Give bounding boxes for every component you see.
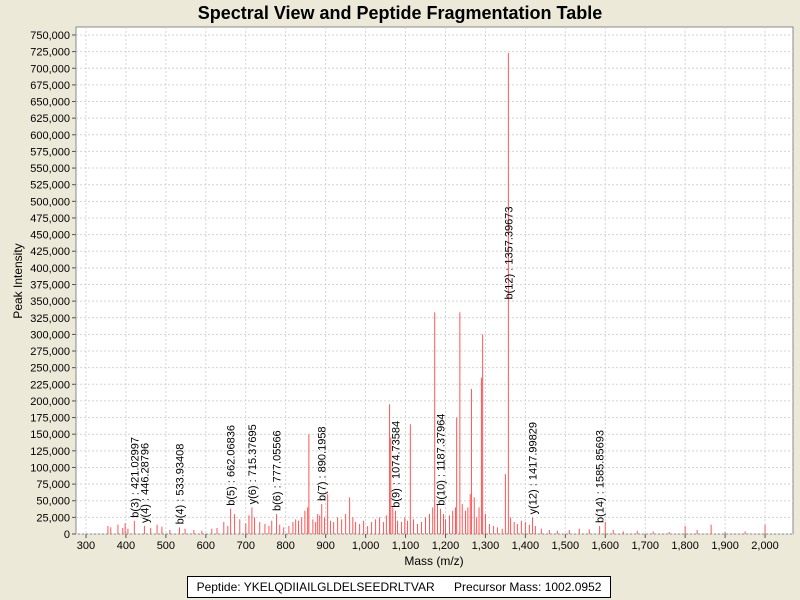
y-tick-label: 400,000	[30, 263, 70, 275]
x-tick-label: 700	[237, 540, 255, 552]
y-tick-label: 700,000	[30, 63, 70, 75]
y-tick-label: 500,000	[30, 196, 70, 208]
fragment-annotation: b(14) : 1585.85693	[595, 430, 607, 523]
fragment-annotation: y(12) : 1417.99829	[528, 422, 540, 514]
fragment-annotation: b(9) : 1074.73584	[390, 421, 402, 508]
peptide-info-box: Peptide: YKELQDIIAILGLDELSEEDRLTVAR Prec…	[187, 576, 611, 598]
y-tick-label: 550,000	[30, 163, 70, 175]
y-tick-label: 300,000	[30, 329, 70, 341]
y-tick-label: 150,000	[30, 429, 70, 441]
x-tick-label: 600	[197, 540, 215, 552]
fragment-annotation: b(12) : 1357.39673	[503, 206, 515, 299]
fragment-annotation: b(7) : 890.1958	[317, 426, 329, 501]
y-tick-label: 375,000	[30, 279, 70, 291]
chart-title: Spectral View and Peptide Fragmentation …	[197, 3, 603, 23]
x-tick-label: 1,800	[671, 540, 699, 552]
fragment-annotation: y(6) : 715.37695	[247, 424, 259, 504]
y-tick-label: 100,000	[30, 462, 70, 474]
y-tick-label: 625,000	[30, 113, 70, 125]
x-tick-label: 1,600	[591, 540, 619, 552]
y-tick-label: 450,000	[30, 230, 70, 242]
y-axis-label: Peak Intensity	[11, 243, 25, 318]
fragment-annotation: y(4) : 446.28796	[139, 443, 151, 523]
y-tick-label: 175,000	[30, 413, 70, 425]
x-tick-label: 1,400	[512, 540, 540, 552]
y-tick-label: 675,000	[30, 80, 70, 92]
y-tick-label: 650,000	[30, 97, 70, 109]
x-tick-label: 1,000	[352, 540, 380, 552]
fragment-annotation: b(10) : 1187.37964	[435, 414, 447, 506]
y-tick-label: 600,000	[30, 130, 70, 142]
x-tick-label: 1,900	[711, 540, 739, 552]
y-tick-label: 250,000	[30, 363, 70, 375]
y-tick-label: 25,000	[36, 512, 70, 524]
y-tick-label: 525,000	[30, 180, 70, 192]
x-tick-label: 300	[77, 540, 95, 552]
x-tick-label: 1,700	[631, 540, 659, 552]
y-tick-label: 325,000	[30, 313, 70, 325]
y-tick-label: 475,000	[30, 213, 70, 225]
y-tick-label: 575,000	[30, 146, 70, 158]
y-tick-label: 75,000	[36, 479, 70, 491]
y-tick-label: 0	[64, 529, 70, 541]
fragment-annotation: b(6) : 777.05566	[272, 430, 284, 511]
x-tick-label: 2,000	[751, 540, 779, 552]
y-tick-label: 125,000	[30, 446, 70, 458]
x-tick-label: 1,300	[472, 540, 500, 552]
grid-layer	[76, 27, 793, 535]
y-tick-label: 275,000	[30, 346, 70, 358]
x-tick-label: 900	[316, 540, 334, 552]
y-tick-label: 200,000	[30, 396, 70, 408]
y-tick-label: 50,000	[36, 496, 70, 508]
peptide-sequence: Peptide: YKELQDIIAILGLDELSEEDRLTVAR	[196, 580, 435, 594]
x-tick-label: 400	[117, 540, 135, 552]
y-tick-label: 750,000	[30, 30, 70, 42]
y-tick-label: 425,000	[30, 246, 70, 258]
y-tick-label: 725,000	[30, 47, 70, 59]
fragment-annotation: b(5) : 662.06836	[226, 425, 238, 506]
y-tick-label: 350,000	[30, 296, 70, 308]
x-tick-label: 500	[157, 540, 175, 552]
fragment-annotation: b(4) : 533.93408	[174, 444, 186, 525]
fragment-annotation: b(3) : 421.02997	[129, 437, 141, 518]
x-tick-label: 1,100	[392, 540, 420, 552]
y-tick-label: 225,000	[30, 379, 70, 391]
axis-layer: 300 400 500 600 700 800 900 1,000 1,100 1,200 1,30…	[30, 30, 779, 552]
x-tick-label: 800	[277, 540, 295, 552]
precursor-mass: Precursor Mass: 1002.0952	[454, 580, 602, 594]
x-axis-label: Mass (m/z)	[404, 554, 463, 568]
x-tick-label: 1,500	[552, 540, 580, 552]
peak-layer	[107, 52, 766, 534]
x-tick-label: 1,200	[432, 540, 460, 552]
